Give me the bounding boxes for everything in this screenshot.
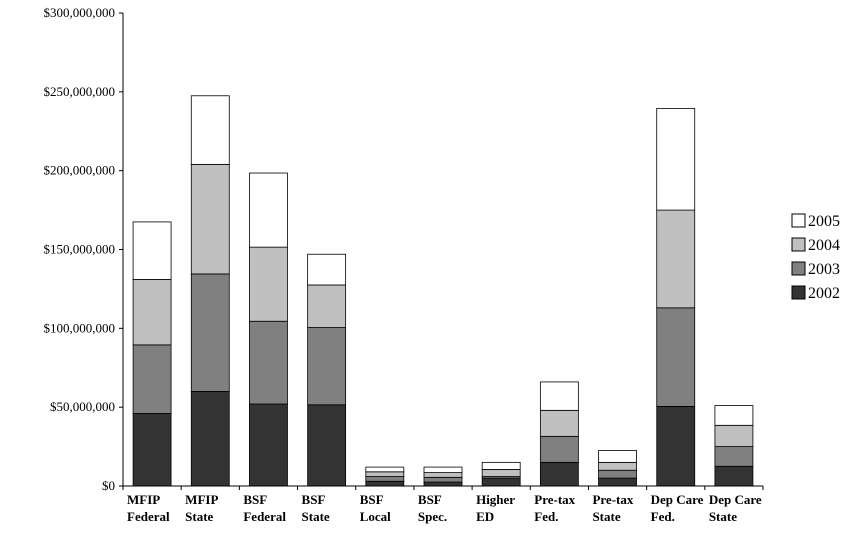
x-category-label: BSF [418, 492, 442, 507]
x-category-label: Federal [127, 509, 170, 524]
bar-segment-2002 [481, 477, 521, 487]
bar-segment-2003 [539, 435, 579, 463]
bar-segment-2004 [365, 471, 405, 477]
legend-swatch-2002 [791, 285, 806, 300]
x-category-label: State [592, 509, 620, 524]
bar-segment-2004 [598, 461, 637, 471]
bar-segment-2003 [714, 446, 754, 467]
bars [132, 95, 754, 487]
bar-segment-2003 [249, 320, 288, 405]
bar-segment-2004 [307, 284, 347, 328]
bar-segment-2003 [656, 307, 696, 407]
x-category-label: BSF [243, 492, 267, 507]
bar-segment-2004 [423, 472, 463, 478]
x-axis: MFIP Federal MFIP State BSF Federal BSF State BS… [122, 485, 764, 524]
bar-segment-2002 [423, 481, 463, 487]
bar-segment-2003 [423, 476, 463, 483]
legend-swatch-2005 [791, 213, 806, 228]
legend-label: 2004 [808, 237, 840, 254]
bar-segment-2004 [714, 424, 754, 447]
y-tick-label: $0 [102, 478, 115, 493]
bar-segment-2005 [481, 461, 521, 470]
x-category-label: Pre-tax [534, 492, 575, 507]
x-category-label: Local [360, 509, 391, 524]
bar-segment-2003 [307, 327, 347, 406]
bar-segment-2003 [365, 476, 405, 482]
bar-segment-2005 [307, 253, 347, 286]
y-tick-label: $300,000,000 [44, 5, 116, 20]
x-category-label: State [302, 509, 330, 524]
bar-segment-2004 [539, 409, 579, 437]
bar-segment-2005 [539, 381, 579, 411]
x-category-label: ED [476, 509, 494, 524]
bar-segment-2002 [132, 413, 172, 487]
y-tick-label: $100,000,000 [44, 320, 116, 335]
bar-segment-2005 [249, 172, 288, 248]
bar-segment-2005 [714, 405, 754, 426]
x-category-label: Dep Care [709, 492, 762, 507]
bar-segment-2004 [656, 209, 696, 309]
bar-segment-2002 [539, 461, 579, 487]
x-category-label: MFIP [127, 492, 160, 507]
bar-segment-2005 [656, 107, 696, 211]
bar-segment-2005 [598, 450, 637, 463]
bar-segment-2003 [598, 469, 637, 479]
bar-segment-2004 [481, 469, 521, 477]
bar-segment-2002 [656, 405, 696, 487]
legend-label: 2002 [808, 285, 840, 302]
x-category-label: Dep Care [651, 492, 704, 507]
x-category-label: State [185, 509, 213, 524]
y-axis: $0 $50,000,000 $100,000,000 $150,000,000 $20… [44, 5, 124, 493]
x-category-label: Fed. [534, 509, 558, 524]
x-category-label: BSF [302, 492, 326, 507]
bar-segment-2005 [423, 466, 463, 473]
x-category-label: Spec. [418, 509, 447, 524]
legend-label: 2005 [808, 213, 840, 230]
bar-segment-2003 [190, 273, 230, 392]
y-tick-label: $200,000,000 [44, 163, 116, 178]
y-tick-label: $50,000,000 [50, 399, 115, 414]
x-category-label: State [709, 509, 737, 524]
x-category-label: Federal [243, 509, 286, 524]
bar-segment-2004 [190, 163, 230, 275]
bar-segment-2002 [714, 465, 754, 487]
y-tick-label: $250,000,000 [44, 84, 116, 99]
x-category-label: BSF [360, 492, 384, 507]
y-tick-label: $150,000,000 [44, 242, 116, 257]
x-category-label: Fed. [651, 509, 675, 524]
legend: 2005 2004 2003 2002 [791, 213, 840, 302]
bar-segment-2005 [190, 95, 230, 165]
bar-segment-2005 [132, 221, 172, 280]
bar-segment-2002 [365, 480, 405, 487]
legend-label: 2003 [808, 261, 840, 278]
bar-segment-2005 [365, 466, 405, 473]
bar-segment-2003 [132, 344, 172, 414]
x-category-label: Pre-tax [592, 492, 633, 507]
bar-segment-2002 [598, 477, 637, 487]
bar-segment-2002 [307, 404, 347, 487]
bar-segment-2004 [249, 246, 288, 322]
legend-swatch-2004 [791, 237, 806, 252]
x-category-label: Higher [476, 492, 515, 507]
legend-swatch-2003 [791, 261, 806, 276]
x-category-label: MFIP [185, 492, 218, 507]
bar-segment-2002 [190, 390, 230, 487]
bar-segment-2004 [132, 279, 172, 346]
bar-segment-2002 [249, 403, 288, 487]
